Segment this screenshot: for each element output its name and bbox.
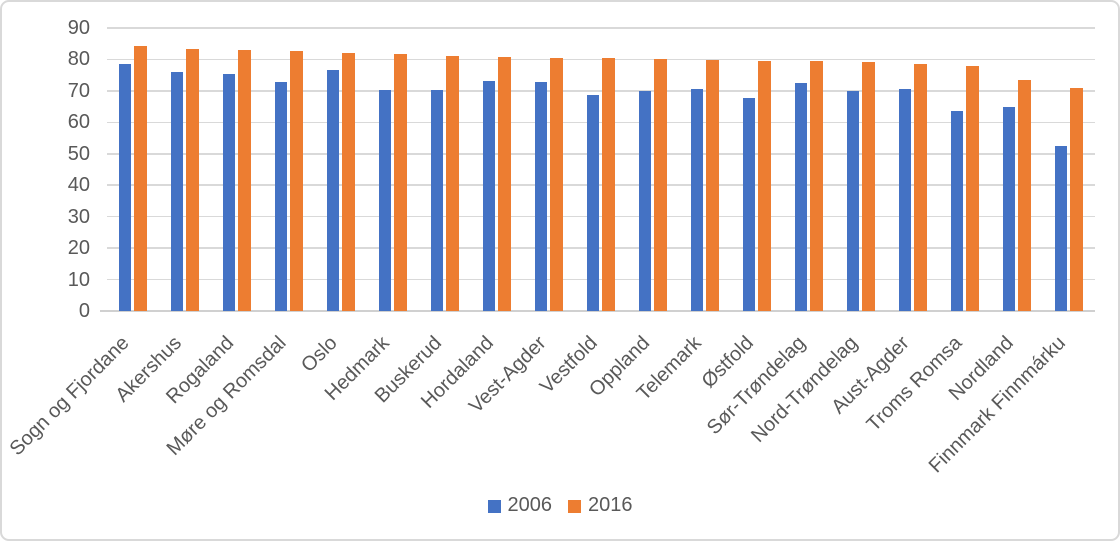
bar-2006 [846,91,859,311]
bar-2006 [638,90,651,311]
bar-2016 [654,58,667,311]
grid-line [106,278,1095,281]
y-axis-label: 10 [67,268,90,291]
legend-item-2006: 2006 [487,494,553,517]
bar-2016 [550,57,563,311]
bar-2006 [742,98,755,311]
bar-2006 [118,64,131,311]
y-axis-label: 50 [67,142,90,165]
bar-2016 [602,57,615,311]
bar-2006 [326,70,339,311]
bar-2006 [482,81,495,311]
bar-2006 [534,82,547,311]
grid-line [106,153,1095,155]
bar-2016 [394,54,407,311]
grid-line [106,247,1095,249]
bar-2016 [498,57,511,311]
y-axis-label: 40 [67,174,90,197]
grid-line [106,27,1095,29]
y-axis-label: 20 [67,237,90,260]
grid-line [106,90,1095,92]
legend-swatch-2016 [568,499,581,513]
y-axis-label: 80 [67,48,90,71]
x-axis-line [100,310,1095,312]
bar-2016 [966,65,979,311]
y-axis-label: 70 [67,79,90,102]
bar-2006 [1002,106,1015,311]
bar-2006 [222,74,235,311]
legend-label-2006: 2006 [507,494,553,516]
grid-line [106,58,1095,61]
bar-2016 [446,55,459,311]
grid-line [106,215,1095,218]
bar-2006 [950,111,963,311]
bar-2016 [1018,80,1031,311]
bar-2016 [758,60,771,311]
legend: 2006 2016 [2,494,1118,517]
bar-2006 [430,90,443,311]
bar-2006 [690,89,703,311]
legend-item-2016: 2016 [568,494,633,517]
bar-2016 [290,51,303,311]
bar-2016 [134,45,147,311]
bar-2006 [170,72,183,311]
bar-2016 [186,48,199,311]
bar-2016 [238,49,251,311]
grid-line [106,121,1095,124]
y-axis-label: 60 [67,111,90,134]
bar-2016 [914,63,927,311]
bar-2016 [342,52,355,311]
bar-2006 [378,89,391,311]
x-axis-label: Oslo [297,332,343,377]
x-axis-label: Sogn og Fjordane [6,332,135,460]
bar-2016 [862,62,875,311]
bar-2006 [586,94,599,311]
bar-2016 [706,59,719,311]
y-axis-label: 0 [78,300,90,322]
y-axis-label: 90 [67,17,90,39]
bar-2006 [794,83,807,311]
bar-2006 [274,82,287,311]
legend-swatch-2006 [487,499,501,513]
grid-line [106,184,1095,186]
bar-2016 [1070,88,1083,311]
legend-label-2016: 2016 [588,494,633,516]
bar-2006 [1054,146,1067,311]
bar-2006 [898,88,911,311]
bar-2016 [810,61,823,311]
y-axis-label: 30 [67,205,90,228]
